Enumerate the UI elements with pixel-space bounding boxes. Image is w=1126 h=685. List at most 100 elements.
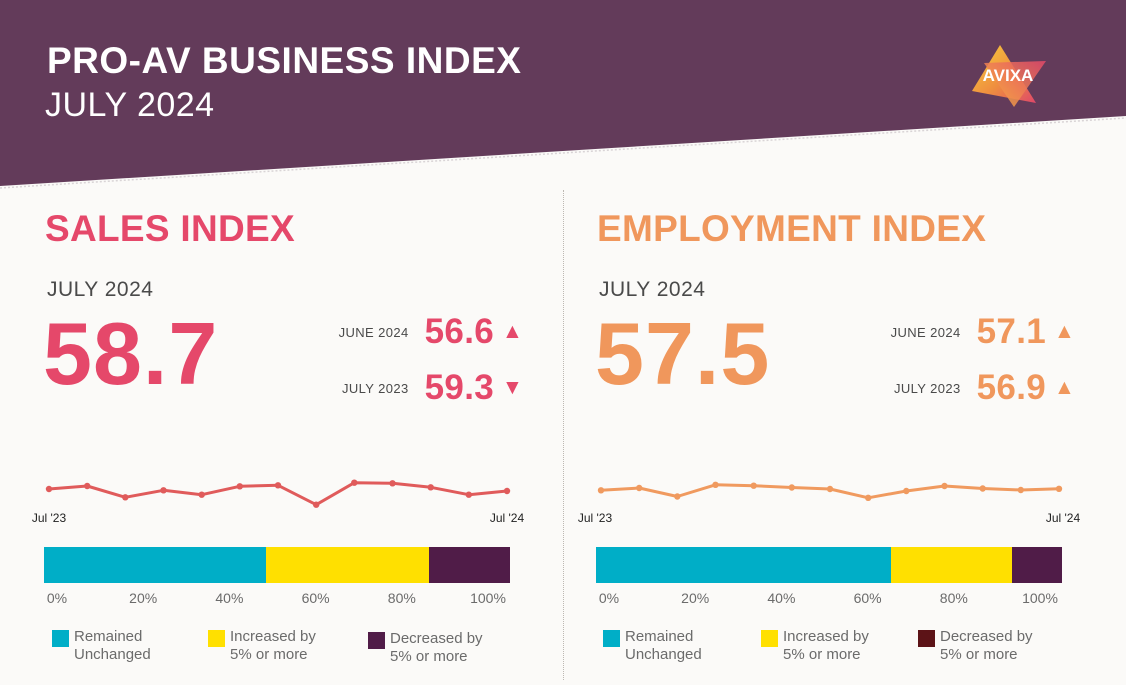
x-end-label: Jul '24 <box>1046 511 1081 525</box>
axis-tick-label: 60% <box>853 590 882 606</box>
bar-segment <box>596 547 891 583</box>
legend-swatch <box>761 630 778 647</box>
trend-point <box>674 493 681 500</box>
compare-label: JULY 2023 <box>341 380 409 396</box>
employment-compare-month: JUNE 2024 57.1 ▲ <box>890 312 1075 352</box>
trend-point <box>313 501 320 508</box>
trend-point <box>45 485 53 493</box>
trend-point <box>865 494 872 501</box>
trend-point <box>198 491 205 498</box>
trend-point <box>597 487 605 494</box>
legend-decreased: Decreased by 5% or more <box>918 628 1033 664</box>
axis-tick-label: 0% <box>46 590 68 606</box>
header-banner <box>0 0 1126 189</box>
axis-tick-label: 80% <box>387 590 416 606</box>
trend-point <box>84 482 91 490</box>
bar-segment <box>890 547 1012 583</box>
compare-value: 59.3 <box>424 368 494 407</box>
legend-unchanged: Remained Unchanged <box>603 628 702 664</box>
logo-text: AVIXA <box>983 66 1034 85</box>
x-start-label: Jul '23 <box>32 511 67 525</box>
sales-compare-year: JULY 2023 59.3 ▼ <box>341 368 523 408</box>
legend-label: Increased by 5% or more <box>783 628 869 663</box>
trend-point <box>750 482 757 489</box>
sales-trend-chart: Jul '23 Jul '24 <box>32 479 524 525</box>
bar-segment <box>44 547 267 583</box>
axis-tick-label: 40% <box>767 590 796 606</box>
sales-panel: SALES INDEX JULY 2024 58.7 JUNE 2024 56.… <box>0 0 560 685</box>
compare-label: JUNE 2024 <box>890 324 961 340</box>
trend-point <box>160 487 167 494</box>
legend-swatch <box>208 630 225 647</box>
legend-decreased: Decreased by 5% or more <box>368 630 483 666</box>
trend-point <box>712 481 719 488</box>
trend-point <box>427 484 434 491</box>
legend-label: Remained Unchanged <box>625 628 702 663</box>
legend-label: Decreased by 5% or more <box>390 630 483 665</box>
sales-stacked-bar <box>44 547 510 583</box>
axis-tick-label: 20% <box>681 590 710 606</box>
trend-point <box>122 494 129 501</box>
up-arrow-icon: ▲ <box>1054 320 1075 343</box>
legend-increased: Increased by 5% or more <box>208 628 316 664</box>
employment-x-axis: 0% 20% 40% 60% 80% 100% <box>552 590 1112 610</box>
sales-month-label: JULY 2024 <box>47 278 154 301</box>
bar-segment <box>428 547 510 583</box>
legend-label: Remained Unchanged <box>74 628 151 663</box>
compare-value: 57.1 <box>976 312 1046 351</box>
trend-point <box>826 485 834 493</box>
axis-tick-label: 80% <box>939 590 968 606</box>
trend-point <box>903 487 910 495</box>
trend-point <box>941 482 948 490</box>
x-start-label: Jul '23 <box>578 511 613 525</box>
employment-month-label: JULY 2024 <box>599 278 706 301</box>
compare-value: 56.9 <box>976 368 1046 407</box>
panel-divider <box>563 190 564 680</box>
avixa-triangle-logo-icon: AVIXA <box>972 45 1046 107</box>
sales-index-title: SALES INDEX <box>45 208 296 249</box>
trend-point <box>503 487 511 495</box>
axis-tick-label: 100% <box>1022 590 1058 606</box>
sales-x-axis: 0% 20% 40% 60% 80% 100% <box>0 590 560 610</box>
legend-increased: Increased by 5% or more <box>761 628 869 664</box>
axis-tick-label: 40% <box>215 590 244 606</box>
trend-point <box>636 484 643 492</box>
legend-swatch <box>52 630 69 647</box>
axis-tick-label: 0% <box>598 590 620 606</box>
legend-swatch <box>918 630 935 647</box>
trend-point <box>351 479 358 486</box>
employment-trend-chart: Jul '23 Jul '24 <box>578 481 1081 525</box>
compare-value: 56.6 <box>424 312 494 351</box>
axis-tick-label: 100% <box>470 590 506 606</box>
bar-segment <box>266 547 429 583</box>
down-arrow-icon: ▼ <box>502 376 523 399</box>
employment-stacked-bar <box>596 547 1062 583</box>
employment-panel: EMPLOYMENT INDEX JULY 2024 57.5 JUNE 202… <box>552 0 1112 685</box>
page-subtitle: JULY 2024 <box>45 86 215 124</box>
up-arrow-icon: ▲ <box>502 320 523 343</box>
header-edge-line <box>0 117 1126 189</box>
legend-swatch <box>368 632 385 649</box>
page-title: PRO-AV BUSINESS INDEX <box>47 40 522 81</box>
compare-label: JUNE 2024 <box>338 324 409 340</box>
trend-point <box>1017 486 1024 494</box>
legend-unchanged: Remained Unchanged <box>52 628 151 664</box>
trend-point <box>1055 485 1063 492</box>
trend-point <box>389 480 396 487</box>
legend-swatch <box>603 630 620 647</box>
axis-tick-label: 20% <box>129 590 158 606</box>
employment-index-value: 57.5 <box>595 304 771 403</box>
trend-point <box>788 484 795 491</box>
legend-label: Decreased by 5% or more <box>940 628 1033 663</box>
sales-compare-month: JUNE 2024 56.6 ▲ <box>338 312 523 352</box>
trend-point <box>274 482 282 489</box>
employment-index-title: EMPLOYMENT INDEX <box>597 208 987 249</box>
compare-label: JULY 2023 <box>893 380 961 396</box>
axis-tick-label: 60% <box>301 590 330 606</box>
employment-compare-year: JULY 2023 56.9 ▲ <box>893 368 1075 408</box>
up-arrow-icon: ▲ <box>1054 376 1075 399</box>
bar-segment <box>1011 547 1062 583</box>
header-background <box>0 0 1126 186</box>
legend-label: Increased by 5% or more <box>230 628 316 663</box>
sales-index-value: 58.7 <box>43 304 219 403</box>
